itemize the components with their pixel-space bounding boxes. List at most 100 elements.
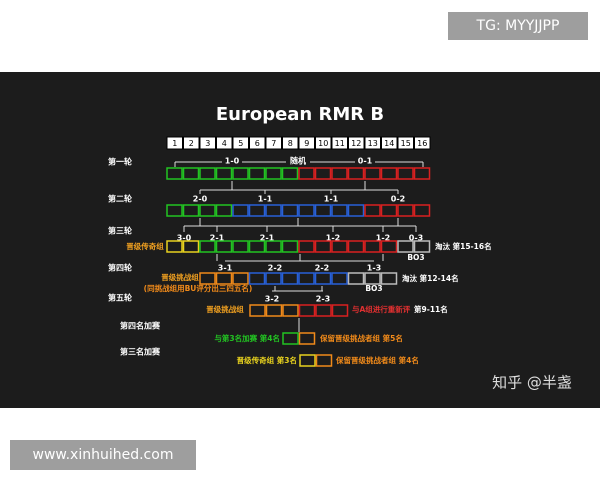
record: 2-3 (316, 295, 330, 304)
team-slot (314, 167, 332, 180)
seed-number: 10 (318, 139, 328, 148)
badge-box (448, 12, 588, 40)
seed-box (166, 136, 183, 150)
seed-box (216, 136, 233, 150)
team-slot (182, 240, 200, 253)
record: 0-1 (358, 157, 373, 166)
team-slot (215, 204, 233, 217)
note: 与A组进行重新评 (352, 304, 411, 314)
team-slot (281, 240, 299, 253)
team-slot (215, 272, 233, 285)
team-slot (281, 204, 299, 217)
team-slot (347, 240, 365, 253)
team-slot (265, 240, 282, 253)
team-slot (380, 167, 398, 180)
team-slot (331, 272, 348, 285)
record: 1-3 (367, 264, 381, 273)
seed-box (381, 136, 398, 150)
note: 保留晋级挑战者组 第4名 (335, 355, 419, 365)
note: BO3 (365, 284, 382, 293)
team-slot (364, 240, 381, 253)
team-slot (248, 204, 266, 217)
team-slot (249, 304, 266, 317)
team-slot (215, 240, 233, 253)
team-slot (298, 304, 316, 317)
round-label: 第三名加赛 (120, 347, 161, 357)
team-slot (315, 304, 332, 317)
team-slot (397, 204, 414, 217)
note: 晋级挑战组 (161, 272, 199, 282)
team-slot (199, 167, 216, 180)
seed-number: 16 (417, 139, 427, 148)
seed-box (298, 136, 315, 150)
seed-number: 7 (271, 139, 276, 148)
note: 晋级传奇组 (126, 241, 164, 251)
seed-number: 12 (351, 139, 361, 148)
team-slot (413, 240, 431, 253)
seed-box (232, 136, 249, 150)
watermark: 知乎 @半盏 (492, 374, 572, 392)
seed-number: 15 (401, 139, 411, 148)
team-slot (232, 204, 249, 217)
record: 随机 (290, 156, 306, 166)
team-slot (314, 272, 332, 285)
footer-box (10, 440, 196, 470)
team-slot (281, 167, 299, 180)
team-slot (413, 167, 431, 180)
team-slot (364, 204, 381, 217)
seed-number: 9 (304, 139, 309, 148)
team-slot (347, 167, 365, 180)
team-slot (282, 332, 299, 345)
team-slot (199, 272, 216, 285)
team-slot (166, 204, 183, 217)
team-slot (282, 304, 299, 317)
seed-box (265, 136, 282, 150)
team-slot (315, 354, 333, 367)
note: BO3 (407, 253, 424, 262)
badge: TG: MYYJJPP (476, 18, 560, 34)
bracket: 1 2 3 4 5 6 7 8 9 10 11 12 13 14 15 16第一轮第二轮第三轮第四轮第五轮第四… (108, 136, 492, 367)
note: (同挑战组用BU评分出三四五名) (144, 283, 253, 293)
team-slot (265, 304, 283, 317)
team-slot (397, 240, 414, 253)
team-slot (299, 354, 316, 367)
team-slot (364, 272, 381, 285)
team-slot (331, 240, 348, 253)
team-slot (166, 240, 183, 253)
record: 1-1 (258, 195, 273, 204)
team-slot (331, 304, 349, 317)
team-slot (314, 240, 332, 253)
seed-number: 3 (205, 139, 210, 148)
team-slot (397, 167, 414, 180)
panel (0, 72, 600, 408)
team-slot (232, 167, 249, 180)
seed-box (183, 136, 200, 150)
note: 淘汰 第12-14名 (402, 273, 459, 283)
seed-box (315, 136, 332, 150)
team-slot (182, 204, 200, 217)
note: 晋级挑战组 (206, 304, 244, 314)
round-label: 第三轮 (108, 226, 132, 236)
team-slot (265, 272, 282, 285)
note: 保留晋级挑战者组 第5名 (319, 333, 403, 343)
seed-box (331, 136, 348, 150)
record: 2-2 (268, 264, 282, 273)
team-slot (215, 167, 233, 180)
team-slot (331, 167, 348, 180)
seed-number: 14 (384, 139, 394, 148)
team-slot (413, 204, 431, 217)
record: 3-0 (177, 234, 192, 243)
round-label: 第五轮 (108, 293, 132, 303)
team-slot (265, 167, 282, 180)
seed-box (364, 136, 381, 150)
record: 1-1 (324, 195, 339, 204)
seed-box (199, 136, 216, 150)
round-label: 第四轮 (108, 263, 132, 273)
seed-number: 1 (172, 139, 177, 148)
seed-box (397, 136, 414, 150)
record: 2-0 (193, 195, 208, 204)
team-slot (248, 167, 266, 180)
record: 1-2 (326, 234, 340, 243)
seed-number: 4 (222, 139, 227, 148)
note: 第9-11名 (414, 304, 448, 314)
